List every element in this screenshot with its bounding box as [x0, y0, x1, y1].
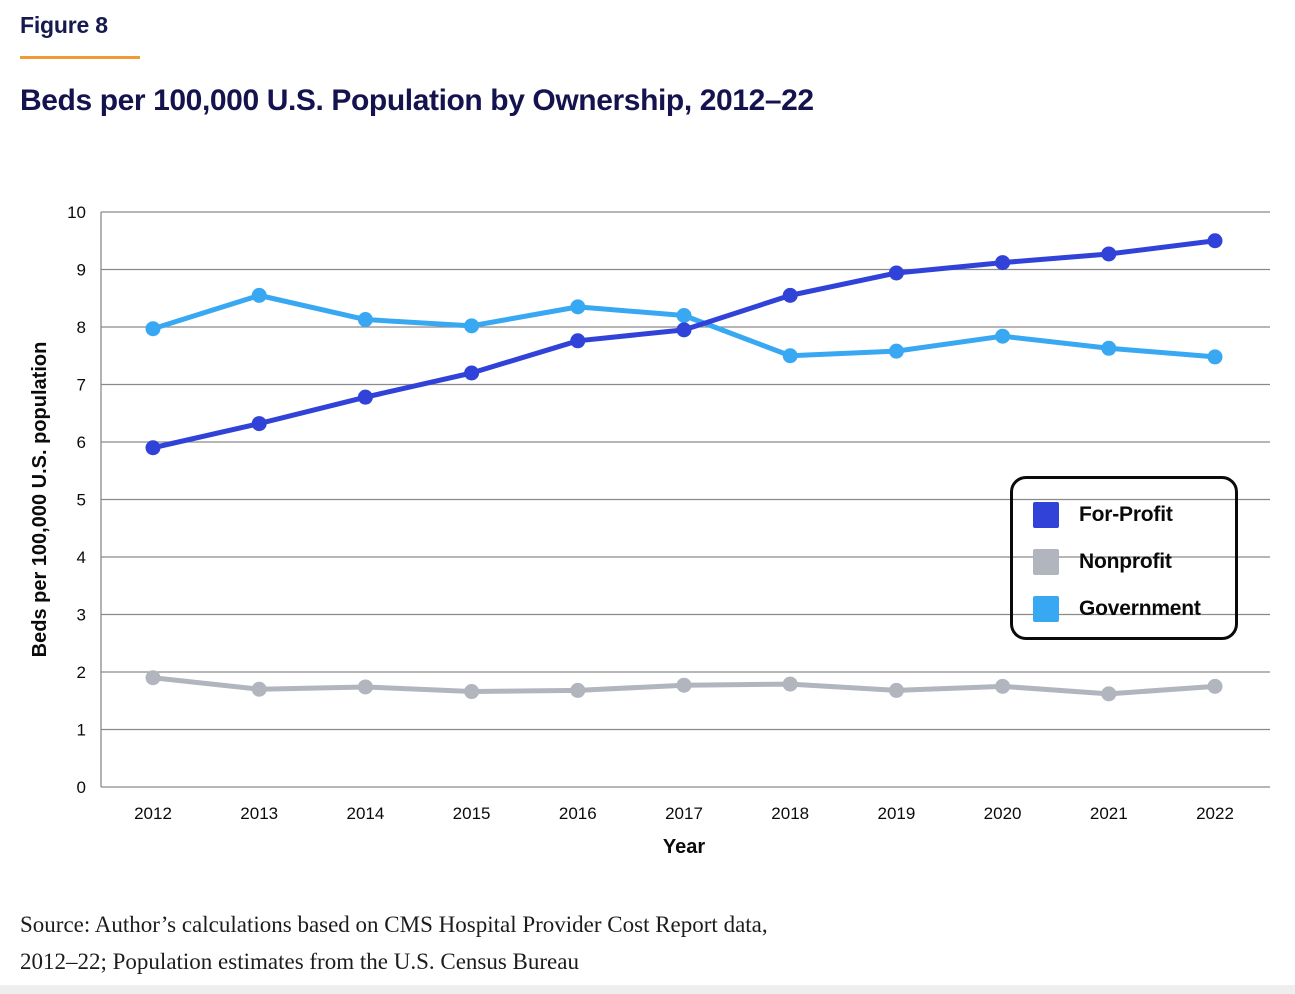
x-tick-label: 2015	[453, 804, 491, 823]
legend-label-nonprofit: Nonprofit	[1079, 549, 1172, 573]
figure-title: Beds per 100,000 U.S. Population by Owne…	[20, 84, 814, 117]
y-tick-label: 3	[77, 606, 86, 625]
data-point-nonprofit	[995, 678, 1011, 694]
data-point-government	[357, 312, 373, 328]
data-point-nonprofit	[251, 681, 267, 697]
source-line-2: 2012–22; Population estimates from the U…	[20, 949, 579, 974]
figure-label-underline	[20, 56, 140, 59]
chart-legend: For-Profit Nonprofit Government	[1010, 476, 1238, 640]
data-point-for-profit	[357, 389, 373, 405]
source-note: Source: Author’s calculations based on C…	[20, 906, 768, 980]
bottom-scrollbar-track	[0, 985, 1295, 994]
y-tick-label: 9	[77, 261, 86, 280]
y-tick-label: 4	[77, 548, 86, 567]
data-point-nonprofit	[782, 676, 798, 692]
data-point-for-profit	[995, 255, 1011, 271]
x-tick-label: 2021	[1090, 804, 1128, 823]
x-tick-label: 2018	[771, 804, 809, 823]
data-point-government	[888, 343, 904, 359]
legend-swatch-for-profit	[1033, 501, 1059, 528]
x-tick-label: 2022	[1196, 804, 1234, 823]
data-point-for-profit	[676, 322, 692, 338]
data-point-nonprofit	[357, 679, 373, 695]
data-point-government	[251, 287, 267, 303]
y-axis-title: Beds per 100,000 U.S. population	[29, 342, 51, 658]
y-tick-label: 6	[77, 433, 86, 452]
x-tick-label: 2017	[665, 804, 703, 823]
data-point-nonprofit	[1207, 678, 1223, 694]
x-tick-label: 2012	[134, 804, 172, 823]
data-point-government	[995, 328, 1011, 344]
data-point-nonprofit	[1101, 686, 1117, 702]
x-tick-label: 2016	[559, 804, 597, 823]
data-point-government	[1207, 349, 1223, 365]
legend-swatch-government	[1033, 595, 1059, 622]
x-tick-label: 2020	[984, 804, 1022, 823]
data-point-for-profit	[464, 365, 480, 381]
legend-item-for-profit: For-Profit	[1013, 491, 1235, 538]
data-point-nonprofit	[464, 684, 480, 700]
legend-item-nonprofit: Nonprofit	[1013, 538, 1235, 585]
data-point-for-profit	[570, 333, 586, 349]
x-tick-label: 2014	[346, 804, 384, 823]
x-tick-label: 2013	[240, 804, 278, 823]
legend-item-government: Government	[1013, 585, 1235, 632]
data-point-nonprofit	[888, 682, 904, 698]
data-point-for-profit	[145, 440, 161, 456]
data-point-government	[1101, 340, 1117, 356]
data-point-for-profit	[888, 265, 904, 281]
y-tick-label: 7	[77, 376, 86, 395]
y-tick-label: 0	[77, 778, 86, 797]
data-point-nonprofit	[145, 670, 161, 686]
legend-label-government: Government	[1079, 596, 1201, 620]
data-point-government	[570, 299, 586, 315]
data-point-nonprofit	[676, 677, 692, 693]
figure-label: Figure 8	[20, 12, 108, 38]
y-tick-label: 8	[77, 318, 86, 337]
y-tick-label: 2	[77, 663, 86, 682]
x-axis-title: Year	[663, 836, 705, 858]
line-chart: 0 1 2 3 4 5 6 7 8 9 10 2012 2013 2014 2015 2016 2017 2018…	[29, 203, 1270, 858]
y-tick-label: 1	[77, 721, 86, 740]
x-tick-label: 2019	[877, 804, 915, 823]
legend-label-for-profit: For-Profit	[1079, 502, 1173, 526]
data-point-government	[782, 348, 798, 364]
y-tick-label: 5	[77, 491, 86, 510]
data-point-for-profit	[251, 416, 267, 432]
y-tick-label: 10	[67, 203, 86, 222]
data-point-government	[676, 308, 692, 323]
data-point-for-profit	[782, 287, 798, 303]
data-point-government	[464, 318, 480, 334]
data-point-nonprofit	[570, 682, 586, 698]
legend-swatch-nonprofit	[1033, 548, 1059, 575]
source-line-1: Source: Author’s calculations based on C…	[20, 912, 768, 937]
data-point-for-profit	[1101, 246, 1117, 262]
data-point-government	[145, 321, 161, 337]
data-point-for-profit	[1207, 233, 1223, 249]
